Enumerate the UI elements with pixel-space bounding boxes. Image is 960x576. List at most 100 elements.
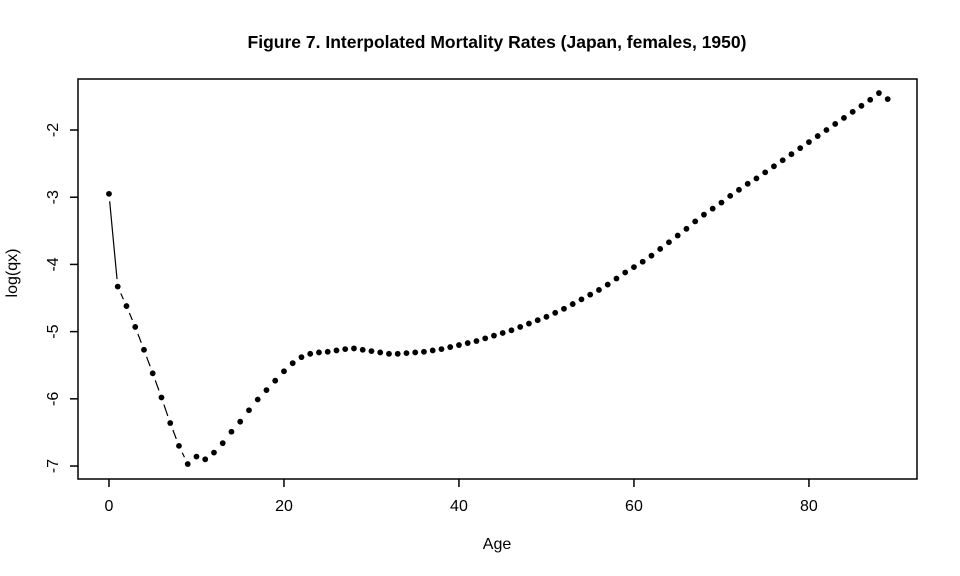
data-point <box>867 96 874 103</box>
data-point <box>403 350 410 357</box>
connector-segment <box>154 380 160 391</box>
data-point <box>377 349 384 356</box>
data-point <box>342 346 349 352</box>
data-point <box>499 330 506 336</box>
data-point <box>421 348 427 355</box>
data-point <box>158 394 165 401</box>
data-point <box>114 283 121 290</box>
connector-segment <box>172 429 177 440</box>
y-tick-label: -7 <box>45 459 62 473</box>
data-point <box>797 145 804 152</box>
data-point <box>779 157 786 164</box>
y-tick-label: -3 <box>45 190 62 204</box>
data-point <box>753 175 760 182</box>
data-point <box>132 324 139 330</box>
data-point <box>316 349 322 356</box>
data-point <box>841 115 847 121</box>
data-point <box>272 377 279 384</box>
data-point <box>884 96 891 102</box>
data-point <box>876 90 882 96</box>
connector-segment <box>163 404 169 417</box>
data-point <box>674 232 681 239</box>
data-point <box>324 348 331 355</box>
data-point <box>429 347 436 354</box>
axes: 0 20 40 60 80 -2 -3 -4 -5 -6 -7 <box>45 78 918 515</box>
data-point <box>228 428 235 435</box>
data-point <box>386 350 392 357</box>
data-point <box>517 324 524 330</box>
data-point <box>141 346 147 353</box>
x-axis-label: Age <box>483 536 512 553</box>
data-point <box>701 211 707 218</box>
chart-title: Figure 7. Interpolated Mortality Rates (… <box>248 32 747 52</box>
data-point <box>526 320 532 327</box>
data-point <box>692 218 699 225</box>
data-point <box>359 346 366 353</box>
data-point <box>508 327 515 334</box>
connector-segment <box>181 452 186 458</box>
data-point <box>806 139 812 146</box>
data-point <box>464 340 471 346</box>
data-point <box>263 387 270 393</box>
data-point <box>631 264 637 271</box>
data-point <box>351 345 357 352</box>
data-point <box>718 199 725 206</box>
data-point <box>587 291 594 298</box>
data-point <box>709 205 716 212</box>
data-point <box>456 342 462 348</box>
data-point <box>184 461 191 467</box>
x-tick-label: 60 <box>625 498 643 515</box>
data-point <box>106 190 112 197</box>
data-point <box>438 346 445 352</box>
plot-border <box>77 78 918 480</box>
data-point <box>762 169 769 176</box>
data-point <box>569 301 576 307</box>
data-point <box>727 192 734 199</box>
data-point <box>281 368 287 375</box>
y-tick-label: -5 <box>45 324 62 338</box>
connector-segment <box>120 293 124 300</box>
data-point <box>657 246 664 252</box>
data-point <box>543 313 550 320</box>
data-point <box>237 418 244 425</box>
data-point <box>491 332 497 339</box>
data-point <box>832 121 839 127</box>
data-point <box>578 296 585 303</box>
data-point <box>394 350 401 357</box>
data-point <box>307 350 314 357</box>
connector-segment <box>128 312 133 321</box>
data-point <box>219 440 226 447</box>
data-point <box>246 407 252 414</box>
connector-segment <box>137 333 142 343</box>
x-tick-label: 0 <box>105 498 114 515</box>
data-point <box>604 281 611 288</box>
data-point <box>333 347 340 354</box>
data-point <box>648 252 655 259</box>
data-point <box>552 309 559 316</box>
x-tick-label: 20 <box>275 498 293 515</box>
data-point <box>202 456 209 463</box>
y-tick-label: -6 <box>45 392 62 406</box>
data-point <box>298 354 305 361</box>
y-axis-label: log(qx) <box>4 249 21 298</box>
data-point <box>534 317 541 324</box>
data-point <box>167 420 174 426</box>
data-point <box>482 335 489 342</box>
connector-segment <box>109 201 118 280</box>
data-point <box>858 102 865 109</box>
data-point <box>412 349 419 356</box>
data-point <box>771 163 777 170</box>
data-point <box>736 186 742 193</box>
x-tick-label: 40 <box>450 498 468 515</box>
data-point <box>473 338 480 344</box>
data-point <box>561 305 567 312</box>
data-point <box>744 180 751 187</box>
data-point <box>622 269 629 276</box>
data-point <box>683 225 690 232</box>
data-point <box>613 275 620 282</box>
y-tick-label: -4 <box>45 257 62 271</box>
x-tick-label: 80 <box>800 498 818 515</box>
data-point <box>788 151 795 158</box>
